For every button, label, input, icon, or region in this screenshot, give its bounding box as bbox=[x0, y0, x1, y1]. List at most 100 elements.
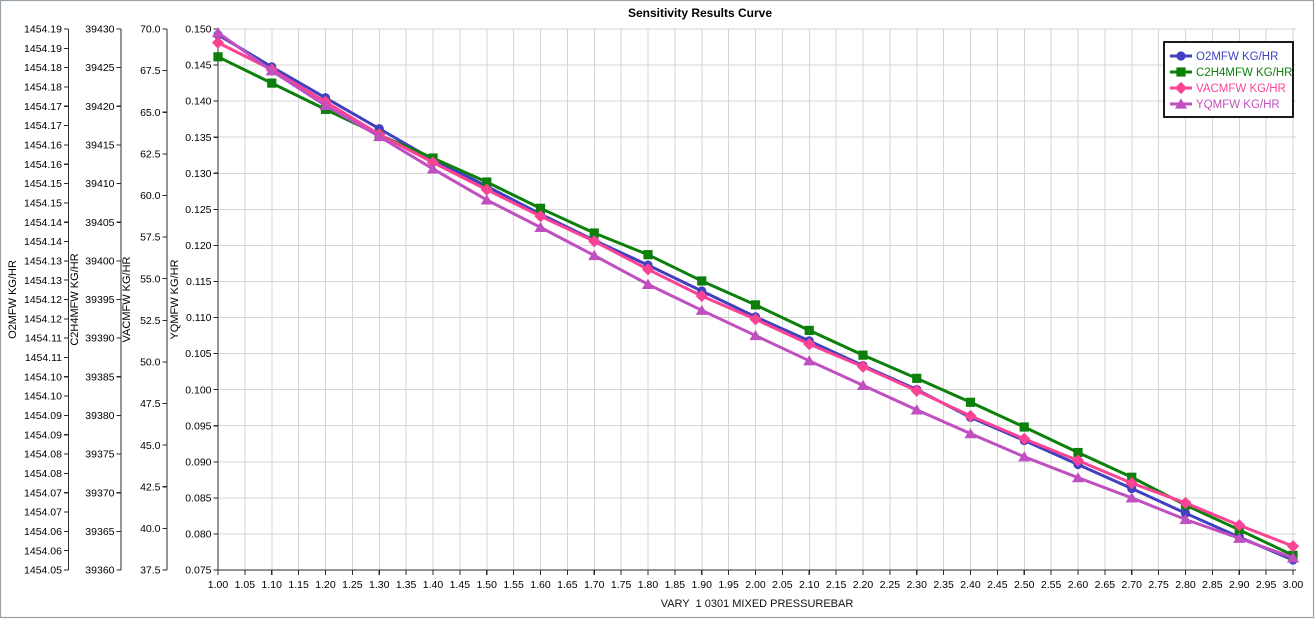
y-tick-label: 1454.11 bbox=[25, 352, 62, 364]
y-tick-label: 0.090 bbox=[185, 456, 211, 468]
x-tick-label: 1.10 bbox=[262, 579, 283, 591]
y-tick-label: 1454.16 bbox=[24, 140, 62, 152]
x-tick-label: 3.00 bbox=[1283, 579, 1304, 591]
x-tick-label: 1.45 bbox=[450, 579, 471, 591]
x-tick-label: 1.50 bbox=[477, 579, 498, 591]
y-tick-label: 0.125 bbox=[185, 204, 211, 216]
legend-label: C2H4MFW KG/HR bbox=[1196, 67, 1292, 79]
x-tick-label: 2.30 bbox=[907, 579, 928, 591]
x-tick-label: 1.65 bbox=[557, 579, 578, 591]
x-tick-label: 2.55 bbox=[1041, 579, 1062, 591]
legend-item-c2h4mfw-kg-hr[interactable]: C2H4MFW KG/HR bbox=[1170, 67, 1292, 79]
x-tick-label: 2.60 bbox=[1068, 579, 1089, 591]
y-axis-c2h4mfw-kg-hr: 39430 39425 39420 39415 39410 39405 39400 39395… bbox=[69, 24, 122, 577]
y-tick-label: 1454.15 bbox=[24, 197, 62, 209]
y-tick-label: 1454.08 bbox=[24, 449, 62, 461]
legend-label: O2MFW KG/HR bbox=[1196, 51, 1278, 63]
x-tick-label: 2.45 bbox=[987, 579, 1008, 591]
x-tick-label: 2.50 bbox=[1014, 579, 1035, 591]
x-tick-label: 1.40 bbox=[423, 579, 444, 591]
y-tick-label: 1454.13 bbox=[24, 275, 62, 287]
y-tick-label: 39430 bbox=[85, 24, 114, 36]
y-tick-label: 1454.06 bbox=[24, 545, 62, 557]
x-tick-label: 2.70 bbox=[1122, 579, 1143, 591]
y-tick-label: 39360 bbox=[85, 565, 114, 577]
x-tick-label: 1.05 bbox=[235, 579, 256, 591]
y-tick-label: 0.095 bbox=[185, 420, 211, 432]
x-tick-label: 2.40 bbox=[960, 579, 981, 591]
y-tick-label: 57.5 bbox=[140, 232, 161, 244]
y-tick-label: 1454.18 bbox=[24, 62, 62, 74]
y-tick-label: 39425 bbox=[85, 62, 114, 74]
x-tick-label: 2.80 bbox=[1175, 579, 1196, 591]
y-tick-label: 47.5 bbox=[140, 398, 161, 410]
y-tick-label: 39395 bbox=[85, 294, 114, 306]
y-tick-label: 45.0 bbox=[140, 440, 161, 452]
y-tick-label: 39380 bbox=[85, 410, 114, 422]
y-tick-label: 1454.17 bbox=[24, 101, 62, 113]
y-tick-label: 39390 bbox=[85, 333, 114, 345]
y-tick-label: 39410 bbox=[85, 178, 114, 190]
y-tick-label: 1454.12 bbox=[24, 313, 62, 325]
x-tick-label: 1.35 bbox=[396, 579, 417, 591]
chart-title: Sensitivity Results Curve bbox=[627, 6, 773, 20]
y-axis-yqmfw-kg-hr: 0.150 0.145 0.140 0.135 0.130 0.125 0.120 0.115… bbox=[169, 24, 219, 577]
y-tick-label: 40.0 bbox=[140, 523, 161, 535]
y-tick-label: 1454.07 bbox=[24, 487, 62, 499]
legend-label: VACMFW KG/HR bbox=[1196, 83, 1286, 95]
y-axis-vacmfw-kg-hr: 70.0 67.5 65.0 62.5 60.0 57.5 55.0 52.5 50.0 47.5… bbox=[121, 24, 168, 577]
y-axis-o2mfw-kg-hr: 1454.19 1454.19 1454.18 1454.18 1454.17 1454.… bbox=[7, 24, 70, 577]
y-tick-label: 39375 bbox=[85, 449, 114, 461]
legend-item-vacmfw-kg-hr[interactable]: VACMFW KG/HR bbox=[1170, 81, 1286, 95]
y-tick-label: 1454.10 bbox=[24, 391, 62, 403]
y-tick-label: 55.0 bbox=[140, 273, 161, 285]
y-tick-label: 1454.14 bbox=[24, 217, 62, 229]
x-tick-label: 2.10 bbox=[799, 579, 820, 591]
y-tick-label: 0.145 bbox=[185, 60, 211, 72]
x-tick-label: 2.20 bbox=[853, 579, 874, 591]
y-tick-label: 1454.12 bbox=[24, 294, 62, 306]
y-tick-label: 39365 bbox=[85, 526, 114, 538]
y-tick-label: 67.5 bbox=[140, 65, 161, 77]
y-tick-label: 0.130 bbox=[185, 168, 211, 180]
legend-label: YQMFW KG/HR bbox=[1196, 99, 1280, 111]
x-tick-label: 2.65 bbox=[1095, 579, 1116, 591]
legend-item-yqmfw-kg-hr[interactable]: YQMFW KG/HR bbox=[1170, 98, 1280, 111]
y-tick-label: 0.115 bbox=[186, 276, 212, 288]
series-yqmfw-kg-hr bbox=[211, 27, 1300, 563]
y-tick-label: 0.120 bbox=[185, 240, 211, 252]
y-tick-label: 39400 bbox=[85, 255, 114, 267]
y-tick-label: 1454.16 bbox=[24, 159, 62, 171]
x-tick-label: 1.55 bbox=[503, 579, 524, 591]
y-tick-label: 0.110 bbox=[186, 312, 212, 324]
x-tick-label: 1.15 bbox=[288, 579, 309, 591]
x-tick-label: 2.15 bbox=[826, 579, 847, 591]
y-tick-label: 70.0 bbox=[140, 24, 161, 36]
y-tick-label: 0.075 bbox=[185, 565, 211, 577]
x-tick-label: 2.75 bbox=[1148, 579, 1169, 591]
y-axis-name-yqmfw-kg-hr: YQMFW KG/HR bbox=[169, 259, 181, 339]
y-tick-label: 0.140 bbox=[185, 96, 211, 108]
y-axis-name-o2mfw-kg-hr: O2MFW KG/HR bbox=[7, 260, 19, 339]
x-tick-label: 1.20 bbox=[315, 579, 336, 591]
x-tick-label: 1.85 bbox=[665, 579, 686, 591]
x-tick-label: 1.00 bbox=[208, 579, 229, 591]
y-tick-label: 1454.08 bbox=[24, 468, 62, 480]
y-tick-label: 52.5 bbox=[140, 315, 161, 327]
y-tick-label: 39405 bbox=[85, 217, 114, 229]
legend-item-o2mfw-kg-hr[interactable]: O2MFW KG/HR bbox=[1170, 51, 1278, 63]
y-tick-label: 1454.18 bbox=[24, 82, 62, 94]
x-tick-label: 1.75 bbox=[611, 579, 632, 591]
y-tick-label: 1454.11 bbox=[25, 333, 62, 345]
x-tick-label: 1.25 bbox=[342, 579, 363, 591]
y-tick-label: 1454.15 bbox=[24, 178, 62, 190]
x-tick-label: 1.95 bbox=[718, 579, 739, 591]
x-tick-label: 2.85 bbox=[1202, 579, 1223, 591]
y-tick-label: 39420 bbox=[85, 101, 114, 113]
y-tick-label: 1454.19 bbox=[24, 43, 62, 55]
y-tick-label: 42.5 bbox=[140, 481, 161, 493]
y-tick-label: 0.080 bbox=[185, 529, 211, 541]
